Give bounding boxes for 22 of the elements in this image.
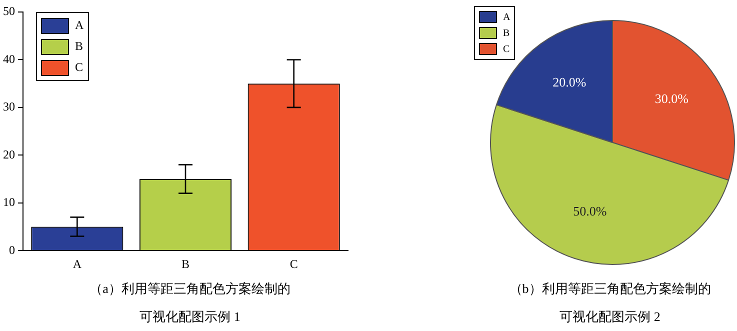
text: 可视化配图示例 1 — [140, 308, 240, 326]
text: （a）利用等距三角配色方案绘制的 — [90, 280, 290, 298]
data-label: 20.0% — [552, 74, 586, 90]
x-tick-label: B — [181, 256, 190, 271]
y-tick-label: 20 — [3, 147, 15, 162]
legend-label: C — [74, 59, 84, 76]
y-tick-label: 10 — [3, 195, 15, 210]
legend-label: A — [74, 17, 84, 34]
data-label: 50.0% — [573, 204, 607, 219]
legend-label: B — [502, 26, 510, 40]
text: （b）利用等距三角配色方案绘制的 — [509, 280, 711, 298]
y-tick-label: 0 — [9, 242, 15, 257]
x-tick-label: A — [72, 256, 82, 271]
legend-label: B — [74, 38, 84, 55]
data-label: 30.0% — [654, 90, 689, 106]
y-tick-label: 30 — [3, 100, 15, 114]
legend-label: C — [502, 42, 510, 56]
x-tick-label: C — [290, 256, 298, 271]
legend-label: A — [502, 10, 510, 24]
y-tick-label: 40 — [3, 52, 15, 66]
y-tick-label: 50 — [3, 4, 15, 18]
text: 可视化配图示例 2 — [560, 308, 660, 326]
